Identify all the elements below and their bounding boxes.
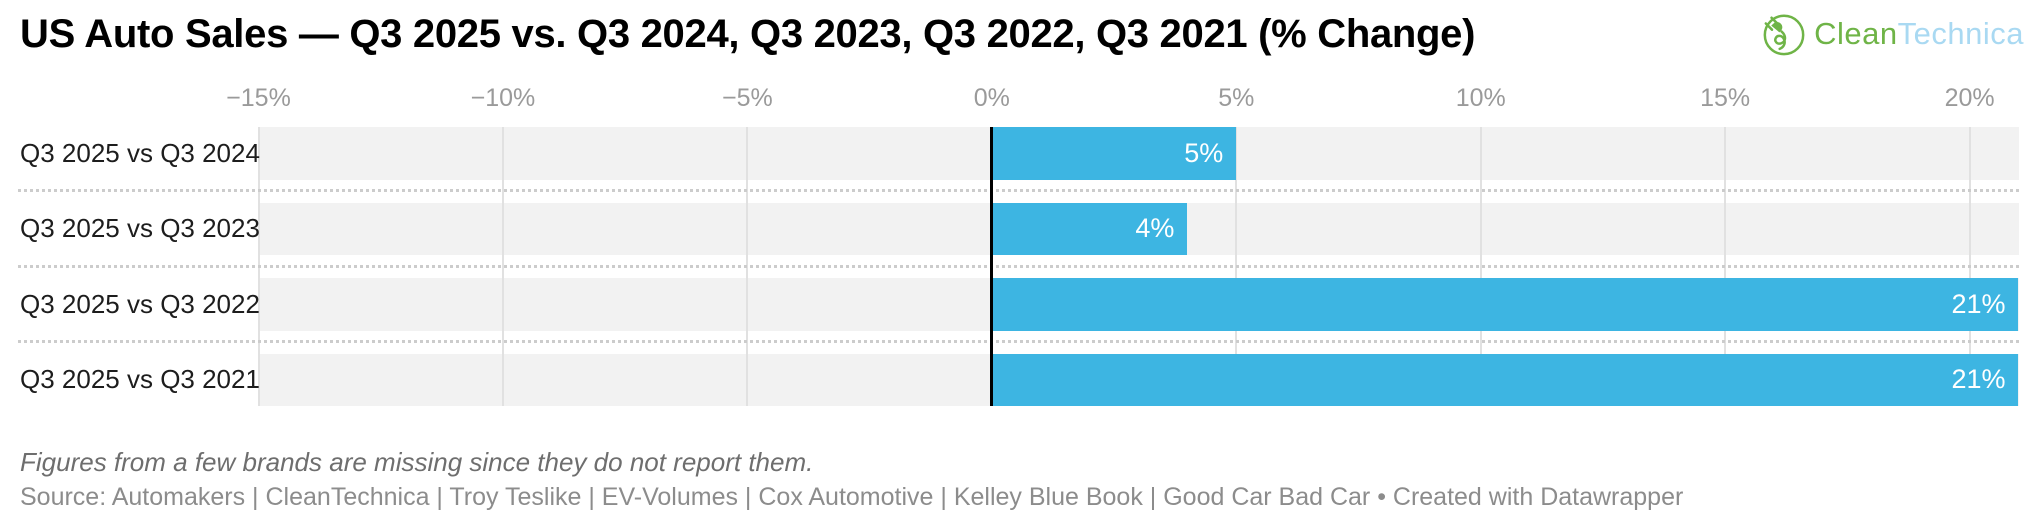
cleantechnica-logo-text: CleanTechnica <box>1814 16 2024 52</box>
logo-text-technica: Technica <box>1897 16 2024 51</box>
x-axis-tick-label: 20% <box>1944 84 1995 112</box>
x-axis-tick-label: −5% <box>722 84 773 112</box>
bar-value-label: 5% <box>1184 137 1224 168</box>
row-separator <box>18 340 2019 343</box>
x-axis-tick-label: 5% <box>1218 84 1255 112</box>
bar-value-label: 21% <box>1951 288 2006 319</box>
row-separator <box>18 189 2019 192</box>
bar: 5% <box>991 127 1237 180</box>
bar-value-label: 21% <box>1951 364 2006 395</box>
x-axis-tick-label: 15% <box>1700 84 1751 112</box>
cleantechnica-logo-icon <box>1761 11 1807 57</box>
chart-title: US Auto Sales — Q3 2025 vs. Q3 2024, Q3 … <box>20 12 1476 56</box>
row-label: Q3 2025 vs Q3 2023 <box>20 213 260 244</box>
row-separator <box>18 264 2019 268</box>
cleantechnica-logo[interactable]: CleanTechnica <box>1761 8 2024 60</box>
x-axis-tick-label: −10% <box>470 84 536 112</box>
logo-text-clean: Clean <box>1814 16 1898 51</box>
row-label: Q3 2025 vs Q3 2021 <box>20 364 260 395</box>
row-label: Q3 2025 vs Q3 2024 <box>20 137 260 168</box>
row-label: Q3 2025 vs Q3 2022 <box>20 288 260 319</box>
bar: 21% <box>991 278 2019 331</box>
zero-baseline <box>990 127 994 406</box>
chart-note: Figures from a few brands are missing si… <box>20 447 814 477</box>
x-axis-tick-label: 10% <box>1455 84 1506 112</box>
chart-source-line: Source: Automakers | CleanTechnica | Tro… <box>20 483 1684 511</box>
x-axis-tick-label: −15% <box>226 84 291 112</box>
bar-value-label: 4% <box>1135 213 1175 244</box>
bar: 4% <box>991 202 1188 255</box>
bar: 21% <box>991 353 2019 406</box>
x-axis-tick-label: 0% <box>973 84 1010 112</box>
